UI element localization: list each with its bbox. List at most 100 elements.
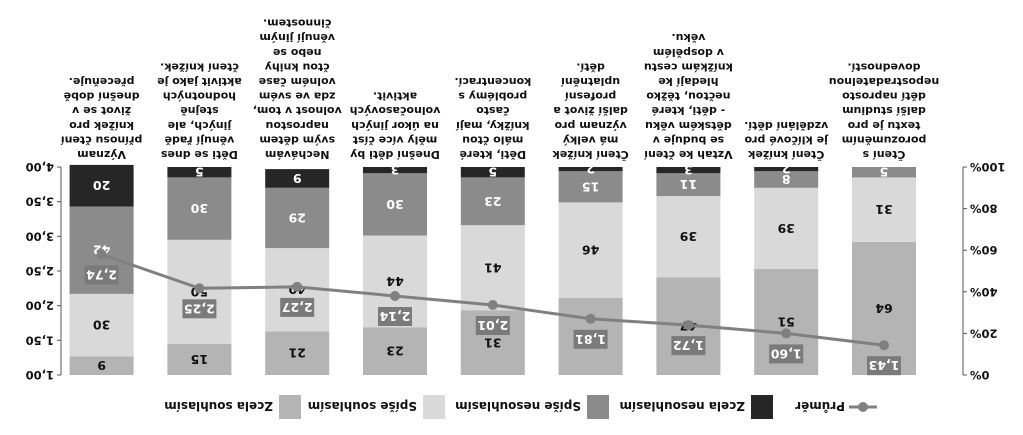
legend-label: Spíše nesouhlasím bbox=[455, 399, 581, 413]
bar-value-label: 21 bbox=[288, 346, 305, 361]
left-axis-tick-label: 80% bbox=[970, 202, 998, 216]
category-label: Vztah ke čteníse buduje vdětském věku- d… bbox=[643, 31, 733, 161]
average-value-label: 2,25 bbox=[184, 301, 215, 316]
bar-segment bbox=[265, 169, 330, 188]
bar-segment bbox=[656, 196, 721, 278]
bar-value-label: 41 bbox=[484, 260, 501, 275]
bar-value-label: 5 bbox=[488, 165, 497, 180]
bar-value-label: 29 bbox=[288, 211, 305, 226]
bar-value-label: 5 bbox=[195, 165, 204, 180]
legend-label: Spíše souhlasím bbox=[308, 399, 417, 413]
bar-value-label: 51 bbox=[777, 315, 794, 330]
bar-value-label: 64 bbox=[875, 301, 893, 316]
bar-segment bbox=[167, 343, 232, 375]
average-label-box bbox=[867, 356, 901, 376]
bar-segment bbox=[69, 356, 134, 375]
bar-segment bbox=[656, 173, 721, 197]
bar-value-label: 31 bbox=[875, 202, 892, 217]
bar-value-label: 3 bbox=[684, 163, 693, 178]
average-label-box bbox=[475, 316, 510, 335]
average-label-box bbox=[84, 265, 119, 285]
average-label-box bbox=[378, 307, 412, 326]
average-point bbox=[585, 313, 596, 324]
category-label: Čtení knížekje klíčové provzdělání dětí. bbox=[744, 119, 829, 161]
right-axis-tick-label: 2,00 bbox=[26, 299, 54, 313]
average-line-group: 1,43 1,60 1,72 1,81 2,01 2,14 2,27 2,25 2,74 bbox=[84, 249, 901, 376]
bar-group: 6431551398247391133746152314123523443032… bbox=[69, 162, 916, 375]
average-label-box bbox=[182, 299, 217, 319]
bar-segment bbox=[558, 167, 623, 172]
legend-swatch bbox=[587, 395, 609, 419]
category-labels-group: Čtení sporozuměnímtextu je prodalší stud… bbox=[60, 17, 940, 161]
bar-value-label: 9 bbox=[293, 171, 302, 186]
bar-segment bbox=[558, 202, 623, 298]
bar-value-label: 39 bbox=[777, 221, 794, 236]
right-axis-tick-label: 3,00 bbox=[26, 229, 54, 243]
average-value-label: 1,43 bbox=[869, 358, 900, 373]
bar-value-label: 44 bbox=[386, 274, 404, 289]
category-label: Nechávámsvým dětemnaprostouvolnost v tom… bbox=[253, 17, 342, 161]
average-value-label: 1,81 bbox=[575, 332, 606, 347]
average-point bbox=[487, 300, 498, 310]
average-point bbox=[879, 340, 889, 351]
average-label-box bbox=[573, 329, 608, 349]
bar-value-label: 11 bbox=[680, 177, 697, 192]
bar-segment bbox=[69, 164, 134, 207]
right-axis-tick-label: 4,00 bbox=[26, 160, 54, 174]
average-point bbox=[292, 281, 303, 292]
bar-value-label: 15 bbox=[191, 352, 208, 367]
bar-segment bbox=[460, 225, 525, 311]
category-label: Dnešní děti byměly více čístna úkor jiný… bbox=[350, 90, 441, 161]
average-label-box bbox=[280, 297, 315, 317]
bar-value-label: 2 bbox=[782, 162, 791, 177]
legend-swatch bbox=[279, 395, 301, 419]
bar-segment bbox=[754, 171, 819, 188]
bar-value-label: 39 bbox=[680, 229, 697, 244]
left-axis-tick-label: 60% bbox=[970, 243, 998, 257]
average-value-label: 1,60 bbox=[770, 346, 801, 361]
right-axis-tick-label: 3,50 bbox=[26, 195, 54, 209]
legend: Průměr Zcela nesouhlasím Spíše nesouhlasím… bbox=[164, 395, 877, 419]
category-label: Čtení sporozuměnímtextu je prodalší stud… bbox=[829, 60, 939, 161]
average-point bbox=[390, 291, 400, 301]
bar-value-label: 3 bbox=[391, 163, 400, 178]
bar-segment bbox=[754, 187, 819, 269]
average-value-label: 2,74 bbox=[86, 267, 117, 282]
bar-value-label: 23 bbox=[484, 194, 501, 209]
average-label-box bbox=[671, 336, 706, 356]
average-value-label: 2,27 bbox=[282, 300, 313, 315]
bar-value-label: 15 bbox=[582, 179, 599, 194]
legend-label: Zcela souhlasím bbox=[164, 399, 273, 413]
average-label-box bbox=[769, 344, 804, 364]
bar-segment bbox=[460, 167, 525, 178]
bar-segment bbox=[363, 173, 427, 236]
category-label: Děti se dnesvěnují řadějiných, alestejně… bbox=[157, 60, 242, 161]
legend-label: Zcela nesouhlasím bbox=[620, 399, 745, 413]
bar-value-label: 31 bbox=[484, 335, 501, 350]
bar-segment bbox=[852, 167, 916, 178]
bar-value-label: 30 bbox=[386, 197, 404, 212]
average-point bbox=[683, 320, 694, 331]
left-axis-tick-label: 20% bbox=[970, 326, 998, 340]
bar-value-label: 46 bbox=[582, 243, 600, 258]
bar-value-label: 20 bbox=[93, 178, 111, 193]
bar-segment bbox=[167, 167, 232, 178]
average-point bbox=[194, 283, 205, 294]
left-axis-tick-label: 100% bbox=[970, 160, 1006, 174]
bar-segment bbox=[363, 167, 427, 174]
axes-group: 0% 20% 40% 60% 80% 100% 1,00 1,50 2,00 2,50 3,00 3,… bbox=[26, 160, 1006, 382]
legend-label: Průměr bbox=[795, 399, 845, 413]
bar-segment bbox=[558, 171, 623, 203]
bar-segment bbox=[167, 177, 232, 240]
average-value-label: 2,14 bbox=[379, 309, 410, 324]
bar-value-label: 30 bbox=[190, 201, 208, 216]
average-point bbox=[781, 328, 792, 339]
legend-swatch bbox=[751, 395, 773, 419]
right-axis-tick-label: 2,50 bbox=[26, 264, 54, 278]
bar-value-label: 5 bbox=[880, 165, 889, 180]
category-label: Čtení knížekmá velkývýznam prodalší živo… bbox=[552, 60, 629, 161]
average-point bbox=[96, 249, 107, 260]
bar-segment bbox=[460, 177, 525, 226]
right-axis-tick-label: 1,50 bbox=[26, 333, 54, 347]
